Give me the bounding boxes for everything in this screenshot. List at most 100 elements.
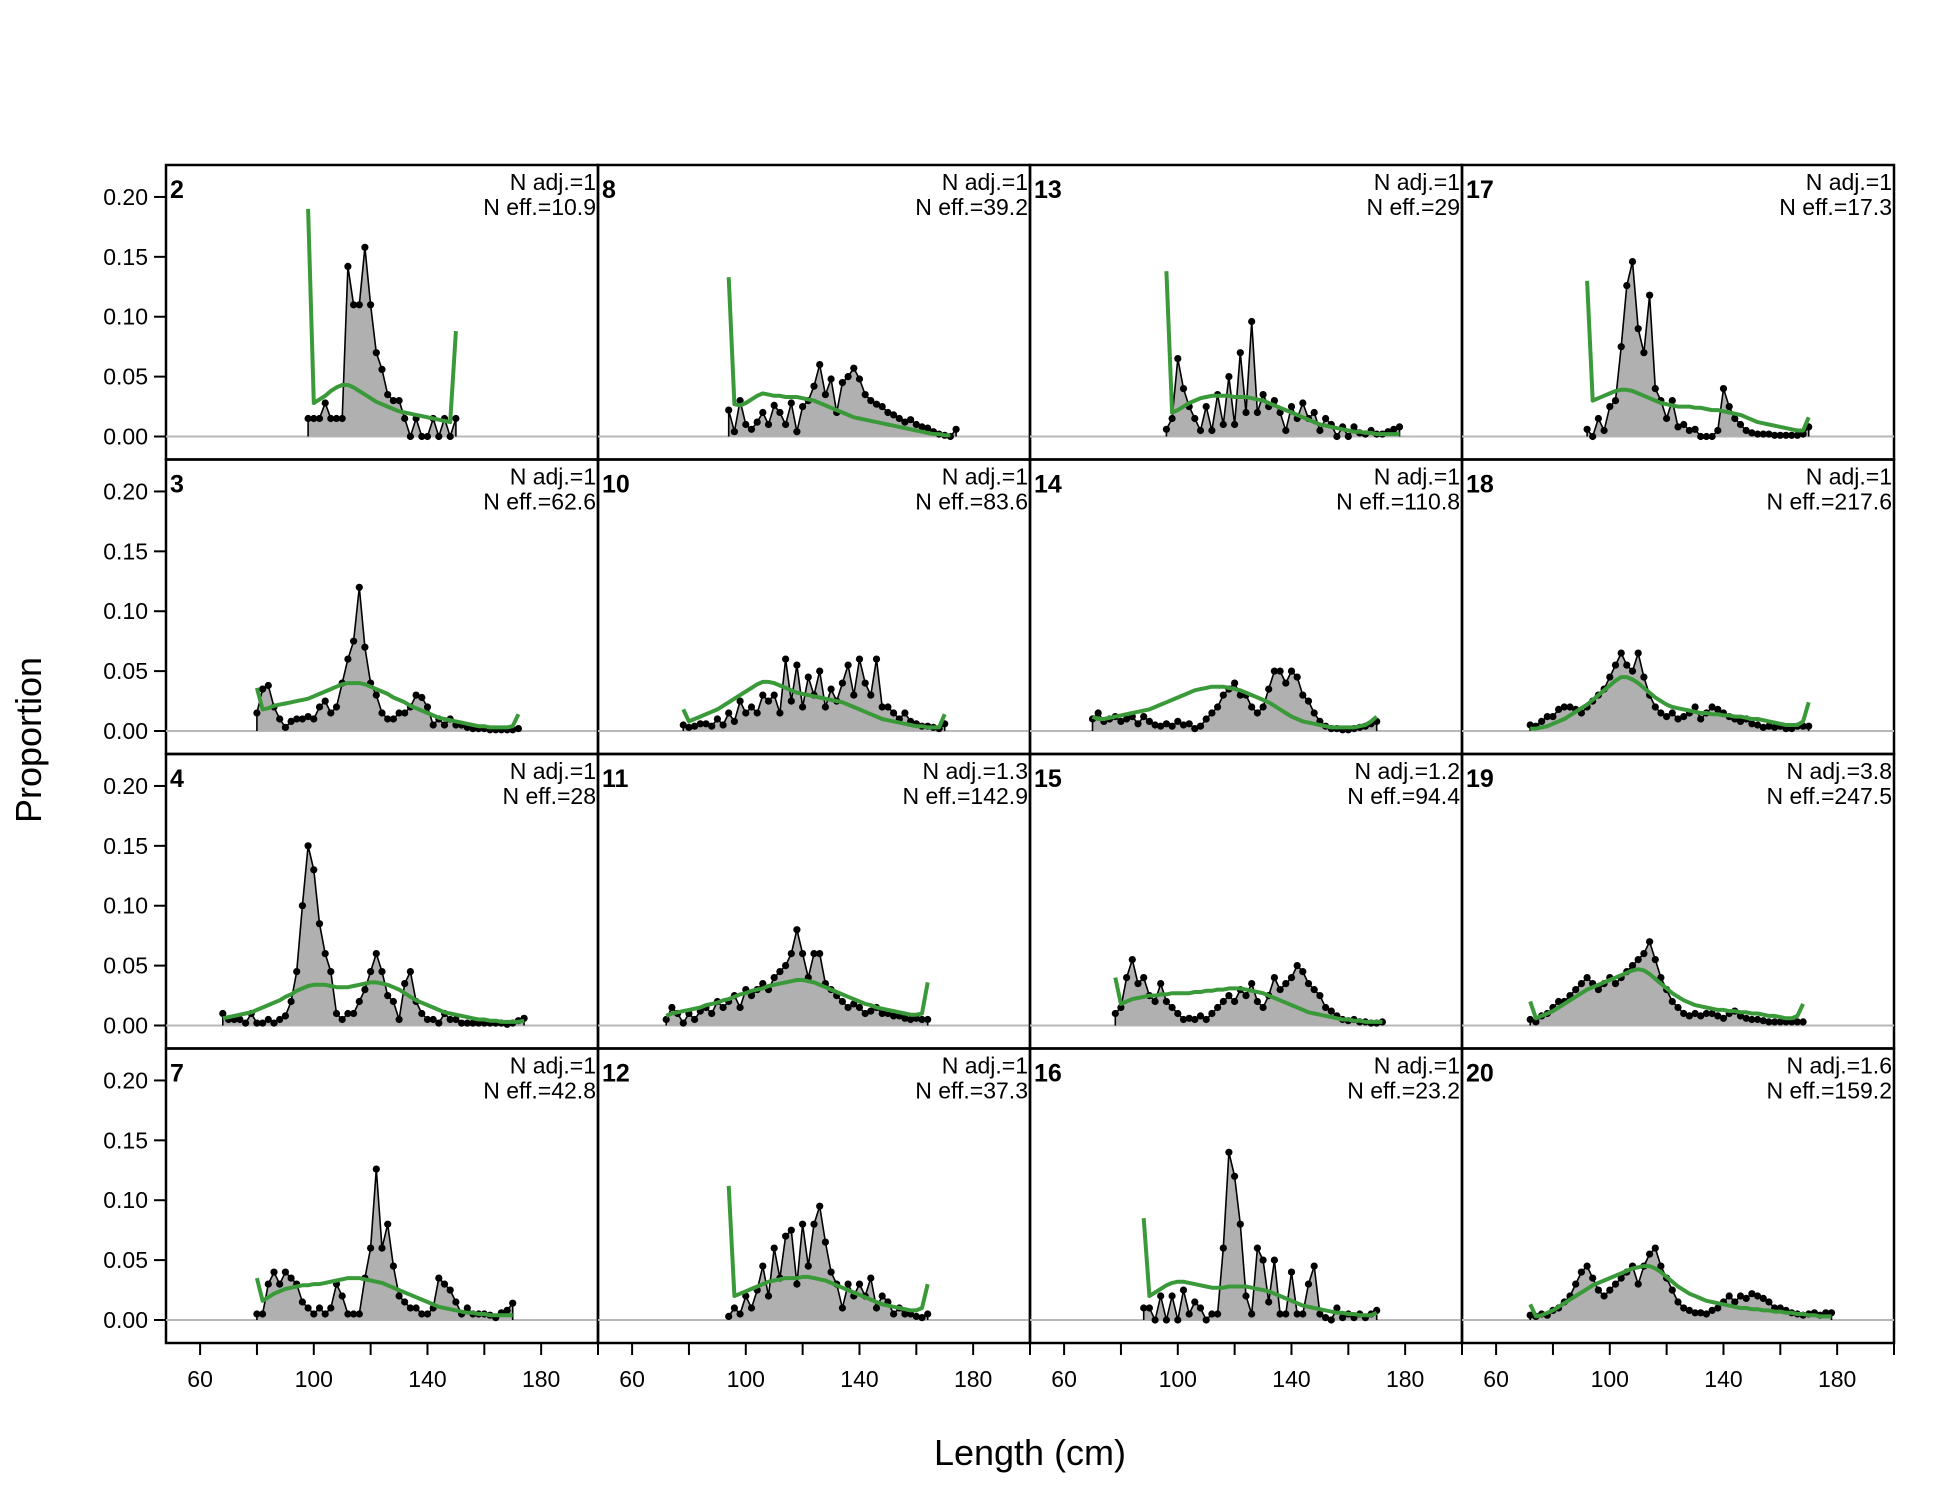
- observed-point: [378, 709, 386, 717]
- observed-point: [1191, 725, 1199, 733]
- observed-point: [1697, 1309, 1705, 1317]
- observed-point: [1162, 1316, 1170, 1324]
- observed-point: [1708, 703, 1716, 711]
- observed-point: [770, 401, 778, 409]
- observed-point: [1606, 403, 1614, 411]
- observed-point: [1208, 1310, 1216, 1318]
- observed-point: [872, 655, 881, 663]
- observed-point: [1708, 432, 1716, 441]
- observed-point: [372, 349, 380, 357]
- observed-point: [782, 1232, 790, 1240]
- fitted-line: [1530, 675, 1811, 731]
- observed-point: [1111, 1009, 1119, 1018]
- x-tick-label: 60: [619, 1366, 645, 1392]
- observed-point: [747, 1304, 756, 1312]
- observed-point: [776, 968, 784, 976]
- observed-point: [1805, 722, 1813, 730]
- panel-3: 3 N adj.=1N eff.=62.6: [164, 458, 600, 756]
- n-adj-label: N adj.=1: [510, 464, 596, 490]
- observed-point: [1719, 1014, 1728, 1022]
- observed-point: [332, 703, 341, 711]
- observed-point: [1287, 667, 1296, 675]
- observed-point: [1759, 723, 1767, 732]
- n-eff-label: N eff.=62.6: [483, 489, 596, 515]
- observed-point: [759, 408, 767, 417]
- fitted-line: [726, 277, 951, 438]
- observed-point: [1765, 1298, 1773, 1306]
- observed-point: [1179, 1015, 1188, 1024]
- observed-point: [1140, 1304, 1148, 1312]
- observed-point: [1697, 432, 1705, 441]
- observed-point: [787, 399, 795, 407]
- panel-number: 2: [170, 176, 184, 204]
- panel-13: 13 N adj.=1N eff.=29: [1028, 163, 1464, 461]
- y-tick-label: 0.00: [103, 1013, 148, 1039]
- observed-point: [1304, 980, 1313, 988]
- observed-point: [304, 1304, 312, 1312]
- panel-number: 3: [170, 471, 184, 499]
- observed-point: [276, 715, 284, 723]
- observed-point: [1742, 426, 1750, 435]
- observed-point: [401, 709, 409, 717]
- observed-point: [1276, 667, 1284, 675]
- observed-point: [1748, 429, 1756, 437]
- fitted-line: [254, 681, 521, 730]
- observed-point: [1697, 715, 1705, 723]
- observed-point: [338, 1292, 346, 1300]
- observed-point: [1657, 709, 1665, 717]
- observed-point: [1214, 1310, 1222, 1318]
- observed-point: [1202, 403, 1210, 411]
- observed-point: [1162, 997, 1170, 1006]
- observed-point: [1566, 703, 1574, 711]
- observed-point: [884, 408, 892, 417]
- observed-point: [878, 1009, 886, 1018]
- observed-point: [304, 713, 312, 721]
- observed-point: [310, 715, 318, 723]
- observed-point: [1259, 1256, 1267, 1264]
- observed-point: [423, 1015, 432, 1024]
- observed-point: [372, 950, 380, 958]
- panel-20: 20 N adj.=1.6N eff.=159.2: [1460, 1047, 1896, 1345]
- observed-point: [378, 968, 386, 976]
- observed-point: [304, 842, 312, 850]
- observed-point: [872, 1304, 881, 1312]
- observed-point: [259, 1019, 267, 1027]
- observed-point: [1788, 431, 1796, 439]
- observed-point: [1577, 1268, 1585, 1276]
- observed-point: [327, 968, 335, 976]
- observed-point: [452, 414, 460, 423]
- fitted-line: [1141, 1218, 1378, 1318]
- observed-point: [1611, 661, 1620, 669]
- observed-point: [327, 709, 335, 717]
- observed-point: [1657, 974, 1665, 982]
- fitted-line: [1528, 1264, 1832, 1319]
- observed-point: [1668, 1286, 1676, 1294]
- fitted-line: [726, 1185, 930, 1313]
- observed-point: [344, 1310, 352, 1318]
- observed-point: [804, 673, 812, 681]
- observed-point: [1685, 1012, 1693, 1020]
- observed-point: [1680, 1304, 1688, 1312]
- n-adj-label: N adj.=1.2: [1355, 758, 1461, 784]
- observed-point: [1151, 997, 1159, 1006]
- observed-point: [1555, 997, 1563, 1006]
- observed-point: [1094, 709, 1102, 717]
- observed-point: [861, 679, 869, 687]
- observed-point: [1617, 1274, 1625, 1282]
- observed-point: [918, 423, 926, 431]
- observed-point: [327, 414, 335, 423]
- observed-point: [1248, 703, 1256, 711]
- x-tick-label: 180: [954, 1366, 992, 1392]
- observed-point: [1219, 997, 1227, 1006]
- observed-point: [1282, 1310, 1290, 1318]
- observed-point: [1691, 1009, 1699, 1018]
- observed-point: [367, 301, 375, 309]
- fitted-line: [254, 1276, 513, 1318]
- observed-point: [1634, 956, 1642, 964]
- x-tick-label: 180: [1386, 1366, 1424, 1392]
- panel-number: 11: [602, 765, 629, 793]
- y-tick-label: 0.15: [103, 1127, 148, 1153]
- observed-point: [1179, 1286, 1188, 1294]
- observed-point: [1617, 343, 1625, 351]
- panel-4: 4 N adj.=1N eff.=28: [164, 752, 600, 1050]
